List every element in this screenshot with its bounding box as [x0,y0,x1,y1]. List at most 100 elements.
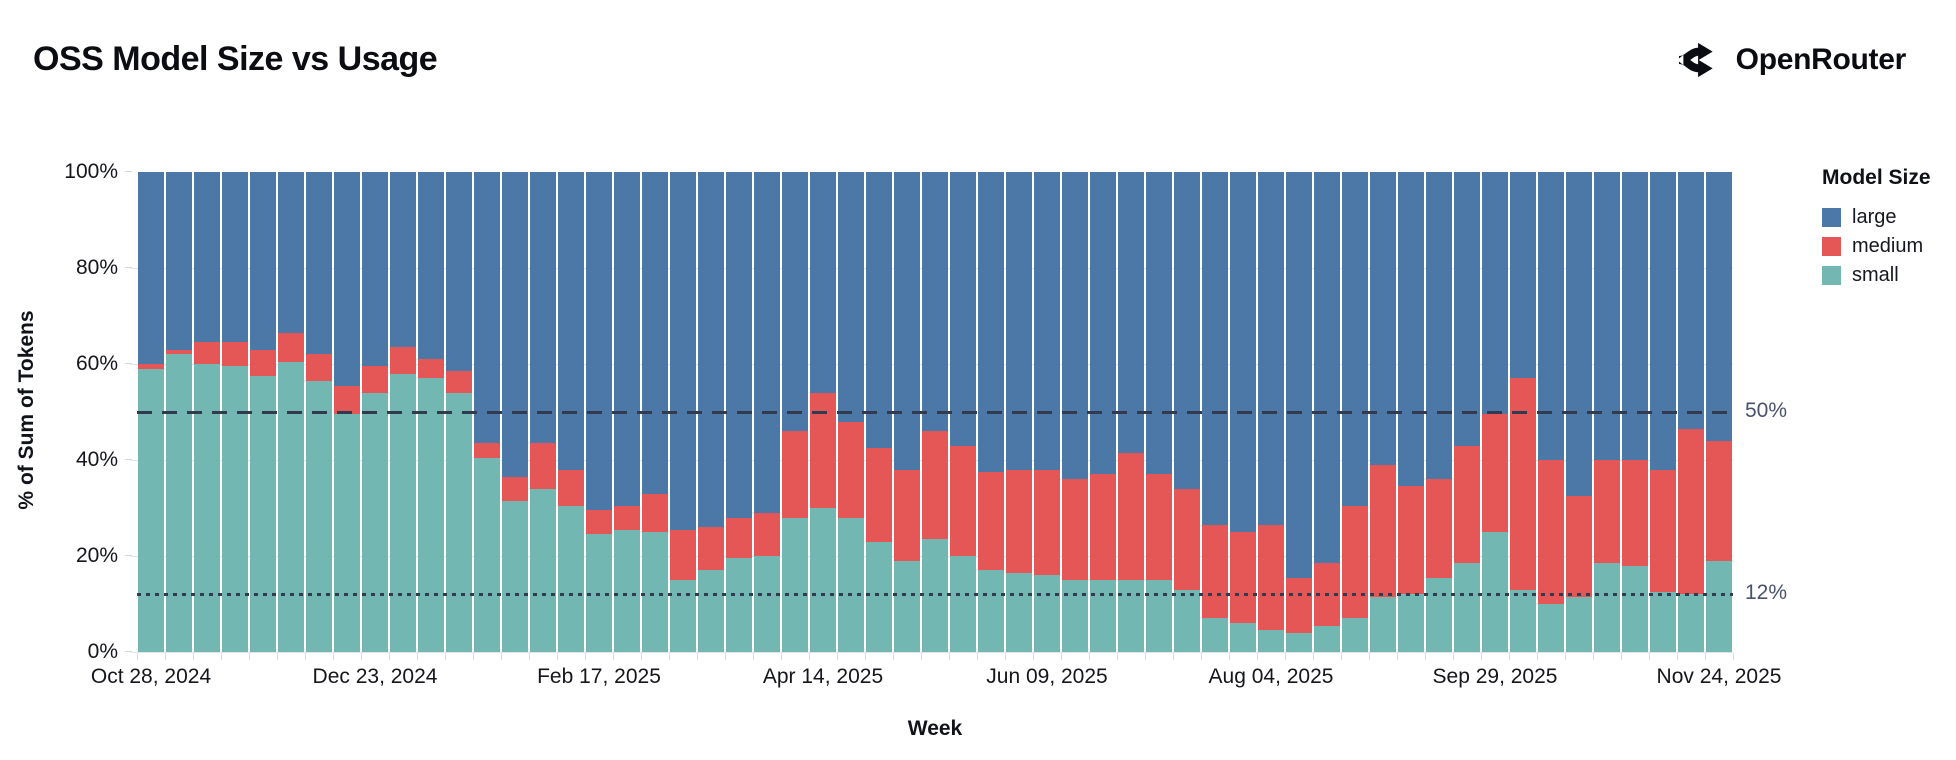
bar-segment-small[interactable] [1258,630,1284,652]
bar-segment-large[interactable] [1566,172,1592,497]
bar[interactable] [445,172,473,652]
bar-segment-small[interactable] [1706,560,1732,652]
bar-segment-medium[interactable] [726,517,752,559]
bar[interactable] [1005,172,1033,652]
bar-segment-large[interactable] [1622,172,1648,461]
bar-segment-small[interactable] [502,500,528,652]
bar[interactable] [529,172,557,652]
bar-segment-large[interactable] [1454,172,1480,446]
bar[interactable] [473,172,501,652]
bar-segment-small[interactable] [894,560,920,652]
bar[interactable] [949,172,977,652]
bar[interactable] [389,172,417,652]
bar-segment-small[interactable] [782,517,808,652]
bar-segment-small[interactable] [138,368,164,652]
bar-segment-large[interactable] [306,172,332,355]
bar-segment-small[interactable] [1678,594,1704,652]
bar[interactable] [1257,172,1285,652]
bar-segment-small[interactable] [1314,625,1340,652]
bar-segment-large[interactable] [1006,172,1032,470]
bar[interactable] [557,172,585,652]
bar-segment-small[interactable] [530,488,556,652]
bar-segment-large[interactable] [810,172,836,393]
bar[interactable] [613,172,641,652]
bar-segment-large[interactable] [866,172,892,449]
bar-segment-large[interactable] [1482,172,1508,415]
bar-segment-small[interactable] [1538,604,1564,652]
bar-segment-large[interactable] [1370,172,1396,465]
bar[interactable] [585,172,613,652]
bar-segment-medium[interactable] [222,342,248,367]
bar-segment-large[interactable] [250,172,276,350]
bar-segment-large[interactable] [642,172,668,494]
bar-segment-small[interactable] [950,556,976,652]
bar-segment-small[interactable] [726,558,752,652]
bar-segment-small[interactable] [810,508,836,652]
bar-segment-medium[interactable] [754,512,780,556]
bar[interactable] [1453,172,1481,652]
bar-segment-small[interactable] [978,570,1004,652]
bar-segment-large[interactable] [1398,172,1424,487]
bar-segment-medium[interactable] [1678,428,1704,595]
bar-segment-large[interactable] [838,172,864,422]
bar-segment-medium[interactable] [1454,445,1480,564]
bar-segment-small[interactable] [1286,632,1312,652]
bar-segment-small[interactable] [362,392,388,652]
bar[interactable] [1677,172,1705,652]
bar-segment-large[interactable] [754,172,780,513]
bar-segment-large[interactable] [670,172,696,530]
bar-segment-large[interactable] [1146,172,1172,475]
bar[interactable] [221,172,249,652]
bar-segment-large[interactable] [1678,172,1704,429]
bar-segment-medium[interactable] [1370,464,1396,597]
bar-segment-large[interactable] [1230,172,1256,533]
bar[interactable] [753,172,781,652]
bar-segment-large[interactable] [782,172,808,432]
bar-segment-large[interactable] [334,172,360,386]
bar[interactable] [1369,172,1397,652]
bar-segment-large[interactable] [530,172,556,444]
bar-segment-small[interactable] [1090,580,1116,652]
bar-segment-medium[interactable] [950,445,976,556]
bar-segment-medium[interactable] [1006,469,1032,573]
bar-segment-small[interactable] [614,529,640,652]
bar-segment-small[interactable] [1342,618,1368,652]
bar-segment-large[interactable] [138,172,164,365]
bar-segment-small[interactable] [1174,589,1200,652]
bar[interactable] [1285,172,1313,652]
bar-segment-small[interactable] [642,532,668,652]
bar-segment-medium[interactable] [1398,486,1424,595]
bar-segment-large[interactable] [474,172,500,444]
bar[interactable] [1649,172,1677,652]
bar[interactable] [1705,172,1733,652]
bar-segment-small[interactable] [1202,618,1228,652]
bar-segment-small[interactable] [1398,594,1424,652]
bar-segment-small[interactable] [278,361,304,652]
bar-segment-small[interactable] [670,580,696,652]
bar-segment-small[interactable] [1510,589,1536,652]
bar[interactable] [893,172,921,652]
bar-segment-medium[interactable] [306,354,332,381]
bar-segment-medium[interactable] [250,349,276,376]
bar-segment-medium[interactable] [1034,469,1060,576]
bar-segment-medium[interactable] [502,476,528,501]
bar-segment-medium[interactable] [362,366,388,393]
bar-segment-large[interactable] [726,172,752,518]
bar[interactable] [1341,172,1369,652]
bar-segment-large[interactable] [278,172,304,333]
bar-segment-large[interactable] [1510,172,1536,379]
bar[interactable] [837,172,865,652]
bar-segment-small[interactable] [1118,580,1144,652]
bar-segment-medium[interactable] [278,332,304,362]
bar[interactable] [865,172,893,652]
bar-segment-medium[interactable] [1230,532,1256,624]
bar-segment-medium[interactable] [894,469,920,561]
bar-segment-large[interactable] [894,172,920,470]
bar[interactable] [669,172,697,652]
bar-segment-large[interactable] [1034,172,1060,470]
bar-segment-large[interactable] [362,172,388,367]
bar-segment-large[interactable] [390,172,416,348]
bar[interactable] [1565,172,1593,652]
bar-segment-medium[interactable] [334,385,360,415]
bar-segment-medium[interactable] [1482,414,1508,532]
